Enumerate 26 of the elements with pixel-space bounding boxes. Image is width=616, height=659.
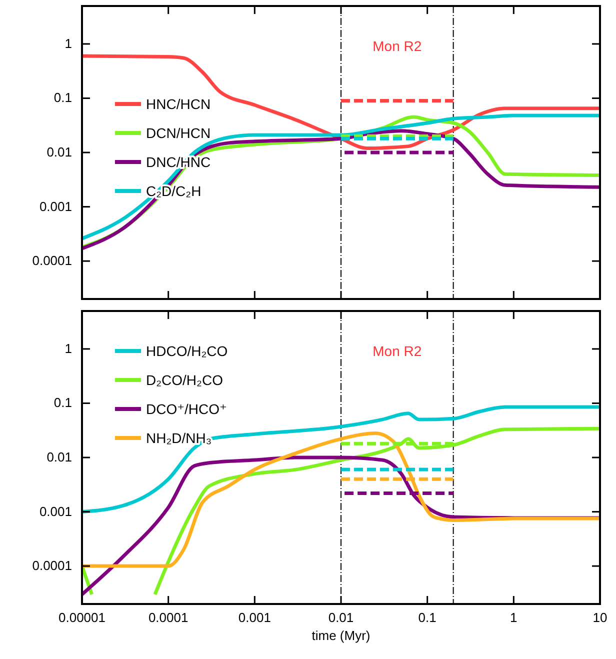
legend-label: DCO⁺/HCO⁺ [146, 401, 227, 417]
y-tick-label: 0.1 [54, 395, 72, 410]
y-tick-label: 1 [64, 340, 72, 356]
legend-label: NH₂D/NH₃ [146, 430, 212, 446]
x-tick-label: 0.01 [328, 610, 354, 625]
legend-label: HNC/HCN [146, 96, 211, 112]
y-tick-label: 0.1 [54, 90, 72, 106]
y-tick-label: 0.0001 [32, 558, 72, 574]
x-tick-label: 0.001 [238, 610, 271, 625]
x-tick-label: 0.00001 [58, 610, 106, 625]
x-tick-label: 0.1 [418, 610, 436, 625]
y-tick-label: 1 [64, 36, 72, 51]
annotation: Mon R2 [372, 343, 422, 359]
y-tick-label: 0.0001 [32, 253, 72, 268]
annotation: Mon R2 [372, 38, 422, 54]
legend-label: HDCO/H₂CO [146, 343, 228, 359]
y-tick-label: 0.001 [39, 504, 72, 519]
x-tick-label: 1 [510, 610, 518, 625]
y-tick-label: 0.01 [46, 144, 72, 160]
y-tick-label: 0.001 [39, 198, 72, 214]
legend-label: DCN/HCN [146, 125, 211, 141]
y-tick-label: 0.01 [46, 450, 72, 464]
x-tick-label: 0.0001 [148, 610, 188, 625]
legend-label: D₂CO/H₂CO [146, 372, 224, 388]
x-tick-label: 10 [592, 610, 608, 625]
x-axis-title: time (Myr) [312, 628, 370, 643]
